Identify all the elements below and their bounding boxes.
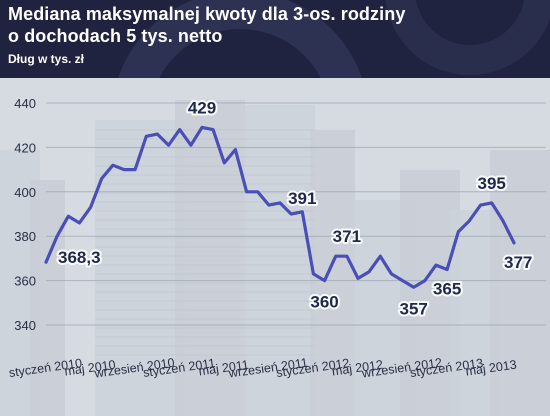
header-decoration — [118, 0, 550, 78]
series-line — [44, 125, 516, 289]
data-label-halo: 371 — [333, 227, 361, 246]
chart-title-line2: o dochodach 5 tys. netto — [8, 26, 223, 46]
data-label: 429 — [188, 98, 216, 117]
background-building — [490, 150, 550, 416]
data-label-halo: 360 — [310, 293, 338, 312]
data-label: 395 — [478, 174, 506, 193]
data-label: 360 — [310, 293, 338, 312]
chart-subtitle: Dług w tys. zł — [8, 52, 85, 66]
y-tick-label: 340 — [14, 318, 36, 333]
y-tick-label: 440 — [14, 96, 36, 111]
data-label-halo: 395 — [478, 174, 506, 193]
gridlines — [46, 102, 546, 326]
chart-header: Mediana maksymalnej kwoty dla 3-os. rodz… — [0, 0, 550, 78]
data-label-halo: 368,3 — [58, 248, 101, 267]
background-building — [310, 130, 355, 416]
data-label: 357 — [400, 299, 428, 318]
data-label: 377 — [504, 253, 532, 272]
data-label-halo: 429 — [188, 98, 216, 117]
series-lines — [44, 125, 516, 289]
chart-title-line1: Mediana maksymalnej kwoty dla 3-os. rodz… — [8, 4, 406, 24]
data-label-halo: 365 — [433, 280, 461, 299]
y-tick-label: 420 — [14, 140, 36, 155]
data-label: 368,3 — [58, 248, 101, 267]
data-label: 365 — [433, 280, 461, 299]
y-axis-ticks: 340 360 380 400 420 440 — [14, 96, 36, 333]
x-tick-label: maj 2011 — [198, 358, 250, 379]
data-labels: 368,3368,3429429391391360360371371357357… — [56, 96, 534, 320]
data-label-halo: 377 — [504, 253, 532, 272]
y-tick-label: 380 — [14, 229, 36, 244]
data-label: 391 — [288, 189, 316, 208]
data-label-halo: 391 — [288, 189, 316, 208]
data-label-halo: 357 — [400, 299, 428, 318]
background-building — [30, 180, 65, 416]
data-label: 371 — [333, 227, 361, 246]
y-tick-label: 360 — [14, 274, 36, 289]
y-tick-label: 400 — [14, 185, 36, 200]
